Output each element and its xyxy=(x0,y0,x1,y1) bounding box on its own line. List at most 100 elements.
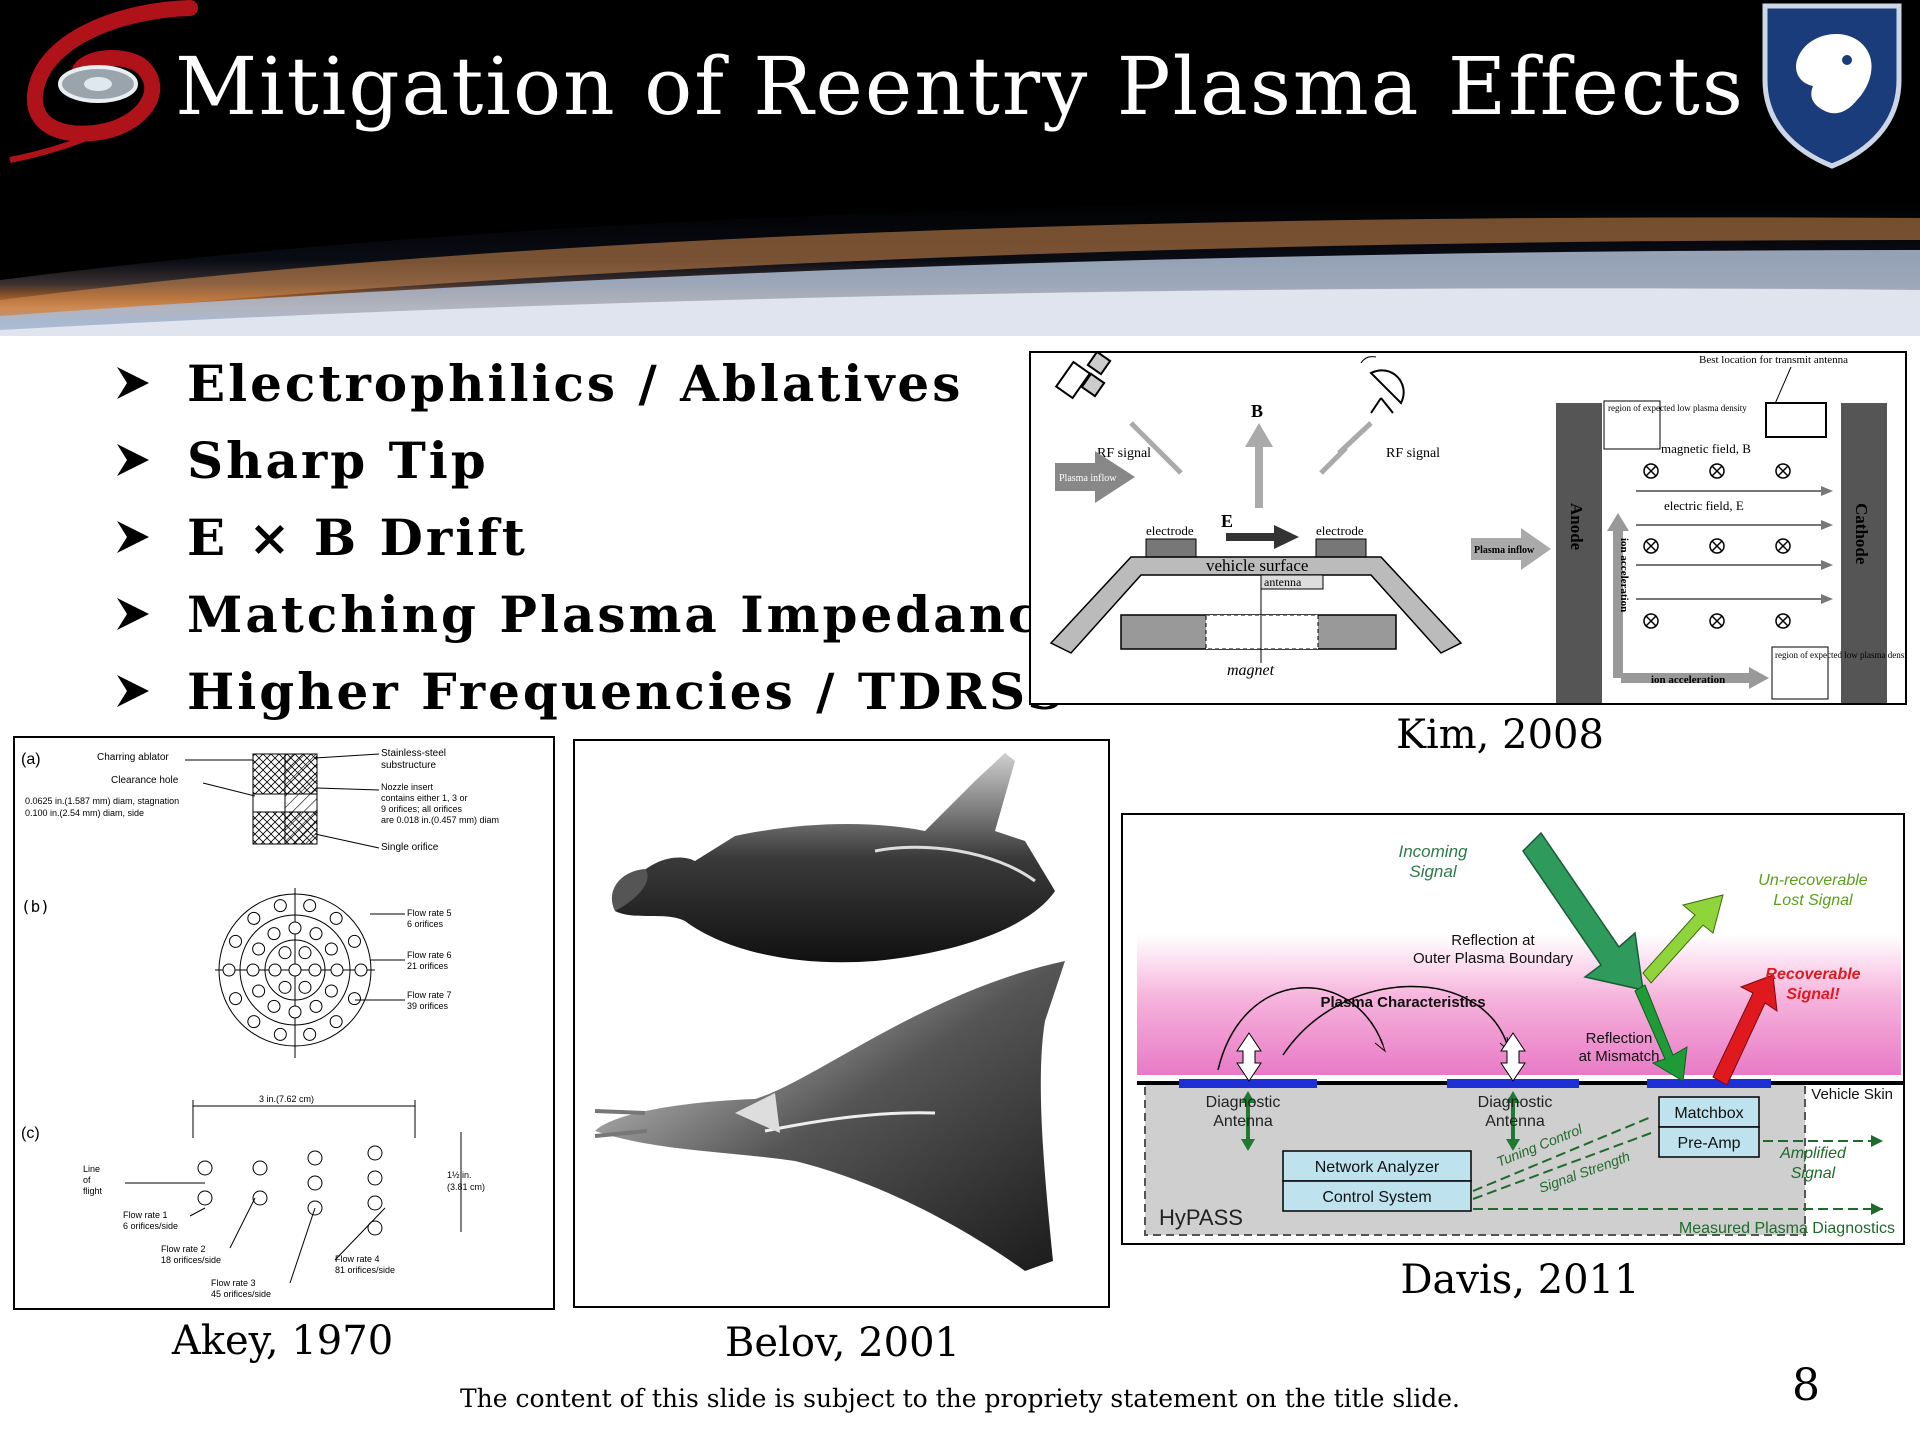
orifice-mark xyxy=(307,1175,323,1191)
e-field-label: E xyxy=(1221,511,1233,531)
e-field-arrows xyxy=(1636,490,1821,600)
orifice-mark xyxy=(309,927,323,941)
nozzle-count-label: contains either 1, 3 or xyxy=(381,793,468,803)
unrecoverable-label-1: Un-recoverable xyxy=(1758,872,1867,889)
bullet-item: Higher Frequencies / TDRSS xyxy=(115,653,1076,730)
orifice-mark xyxy=(303,899,317,913)
vehicle-top-view-image xyxy=(594,961,1065,1271)
kim-diagram: RF signal RF signal B Plasma inflow E el… xyxy=(1049,353,1905,703)
rf-signal-right-label: RF signal xyxy=(1386,446,1440,461)
orifice-mark xyxy=(197,1160,213,1176)
belov-vehicle-images xyxy=(594,753,1065,1271)
network-analyzer-label: Network Analyzer xyxy=(1315,1159,1440,1176)
orifice-mark xyxy=(268,963,282,977)
flow-rate-6-count: 21 orifices xyxy=(407,961,449,971)
orifice-mark xyxy=(222,963,236,977)
orifice-mark xyxy=(278,946,292,960)
orifice-mark xyxy=(347,992,361,1006)
flow-rate-1-count: 6 orifices/side xyxy=(123,1221,178,1231)
kim-figure: RF signal RF signal B Plasma inflow E el… xyxy=(1029,351,1907,705)
dims-stagnation-label: 0.0625 in.(1.587 mm) diam, stagnation xyxy=(25,796,179,806)
amplified-signal-label-2: Signal xyxy=(1791,1165,1836,1182)
bullet-list: Electrophilics / Ablatives Sharp Tip E ×… xyxy=(115,345,1076,730)
plasma-characteristics-label: Plasma Characteristics xyxy=(1320,994,1485,1011)
nozzle-orifices-label: 9 orifices; all orifices xyxy=(381,804,463,814)
akey-caption: Akey, 1970 xyxy=(171,1318,394,1364)
recoverable-label-2: Signal! xyxy=(1786,986,1840,1003)
orifice-mark xyxy=(324,984,338,998)
b-field-out-of-page-symbols xyxy=(1643,463,1791,629)
orifice-mark xyxy=(354,963,368,977)
reflection-mismatch-label-2: at Mismatch xyxy=(1579,1048,1660,1065)
page-number: 8 xyxy=(1792,1360,1820,1411)
height-dimension-label: 1½ in. xyxy=(447,1170,472,1180)
flow-rate-3-label: Flow rate 3 xyxy=(211,1278,256,1288)
orifice-mark xyxy=(273,899,287,913)
anode-label: Anode xyxy=(1567,503,1586,551)
plasma-inflow-left-label: Plasma inflow xyxy=(1059,473,1117,484)
recoverable-signal-arrow-icon xyxy=(1712,974,1778,1086)
bullet-item: Electrophilics / Ablatives xyxy=(115,345,1076,422)
electrode-left-label: electrode xyxy=(1146,523,1194,538)
reflection-mismatch-label-1: Reflection xyxy=(1586,1030,1653,1047)
control-system-label: Control System xyxy=(1322,1189,1431,1206)
orifice-mark xyxy=(246,963,260,977)
measured-diagnostics-label: Measured Plasma Diagnostics xyxy=(1679,1220,1895,1237)
nozzle-insert-label: Nozzle insert xyxy=(381,782,434,792)
orifice-mark xyxy=(288,921,302,935)
flow-rate-2-count: 18 orifices/side xyxy=(161,1255,221,1265)
arrow-bullet-icon xyxy=(115,354,187,413)
orifice-mark xyxy=(252,942,266,956)
davis-figure: Incoming Signal Un-recoverable Lost Sign… xyxy=(1121,813,1905,1245)
incoming-label-2: Signal xyxy=(1409,862,1457,881)
orifice-pattern-b xyxy=(222,899,368,1041)
line-of-flight-label-1: Line xyxy=(83,1164,100,1174)
orifice-mark xyxy=(288,963,302,977)
arrow-bullet-icon xyxy=(115,431,187,490)
orifice-mark xyxy=(303,1027,317,1041)
orifice-mark xyxy=(329,911,343,925)
orifice-mark xyxy=(367,1145,383,1161)
reflection-outer-label-1: Reflection at xyxy=(1451,932,1535,949)
flow-rate-5-count: 6 orifices xyxy=(407,919,444,929)
flow-rate-7-count: 39 orifices xyxy=(407,1001,449,1011)
bullet-text: Sharp Tip xyxy=(187,431,489,490)
reflection-outer-label-2: Outer Plasma Boundary xyxy=(1413,950,1574,967)
orifice-mark xyxy=(252,1190,268,1206)
orifice-mark xyxy=(324,942,338,956)
electric-field-label: electric field, E xyxy=(1664,498,1744,513)
orifice-mark xyxy=(298,980,312,994)
plasma-inflow-right-label: Plasma inflow xyxy=(1474,545,1535,556)
kim-caption: Kim, 2008 xyxy=(1396,712,1604,758)
bullet-text: Electrophilics / Ablatives xyxy=(187,354,964,413)
stainless-label: Stainless-steel xyxy=(381,748,446,759)
orifice-pattern-c xyxy=(197,1145,383,1236)
recoverable-label-1: Recoverable xyxy=(1765,966,1860,983)
hypass-label: HyPASS xyxy=(1159,1205,1243,1230)
diagnostic-antenna-1-label-2: Antenna xyxy=(1213,1113,1273,1130)
flow-rate-7-label: Flow rate 7 xyxy=(407,990,452,1000)
unrecoverable-label-2: Lost Signal xyxy=(1773,892,1853,909)
height-dimension-metric: (3.81 cm) xyxy=(447,1182,485,1192)
footer-notice: The content of this slide is subject to … xyxy=(460,1384,1460,1413)
arrow-bullet-icon xyxy=(115,585,187,644)
orifice-mark xyxy=(298,946,312,960)
orifice-mark xyxy=(197,1190,213,1206)
panel-a-label: (a) xyxy=(21,751,41,768)
clearance-hole-label: Clearance hole xyxy=(111,775,179,786)
belov-figure xyxy=(573,739,1110,1308)
orifice-mark xyxy=(229,992,243,1006)
orifice-mark xyxy=(252,1160,268,1176)
flow-rate-4-label: Flow rate 4 xyxy=(335,1254,380,1264)
magnet-label: magnet xyxy=(1227,662,1275,679)
flow-rate-6-label: Flow rate 6 xyxy=(407,950,452,960)
orifice-mark xyxy=(267,999,281,1013)
orifice-mark xyxy=(229,934,243,948)
orifice-mark xyxy=(309,999,323,1013)
incoming-label-1: Incoming xyxy=(1399,842,1469,861)
orifice-mark xyxy=(252,984,266,998)
amplified-signal-label-1: Amplified xyxy=(1779,1145,1847,1162)
incoming-signal-arrow-icon xyxy=(1522,831,1644,991)
bullet-text: Matching Plasma Impedance xyxy=(187,585,1077,644)
region-low-top-label: region of expected low plasma density xyxy=(1608,403,1747,413)
